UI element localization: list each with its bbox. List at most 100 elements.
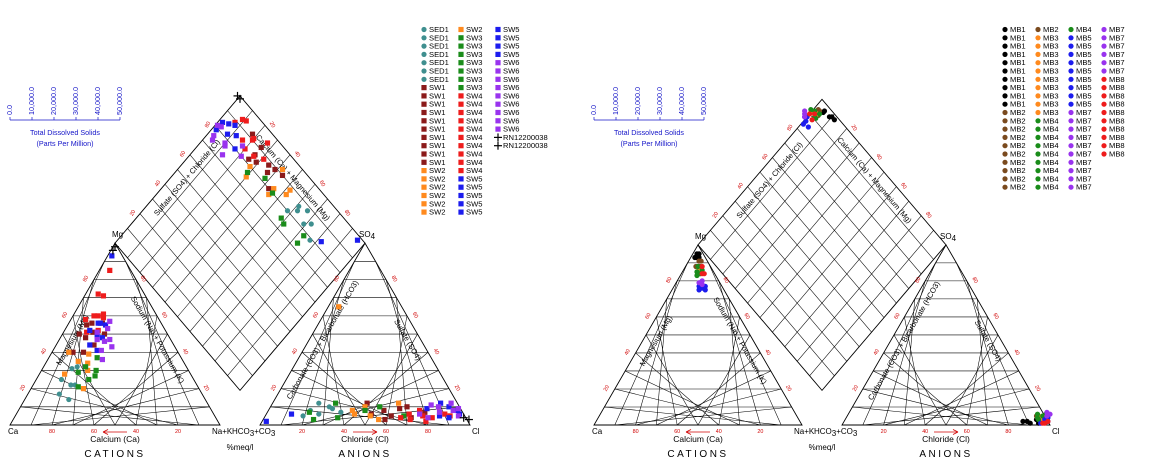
legend-label: MB1 <box>1010 50 1026 59</box>
diamond-point-mb8 <box>811 111 818 117</box>
legend-marker <box>458 192 464 199</box>
diamond-right-tick: 20 <box>268 121 276 129</box>
anion-left-tick: 40 <box>291 348 299 356</box>
legend-item: MB7 <box>1101 25 1125 34</box>
cation-point-sw1 <box>80 349 87 355</box>
legend-marker <box>1068 118 1074 124</box>
legend-item: SW5 <box>495 50 519 59</box>
diamond-point-sw6 <box>222 140 228 146</box>
legend-marker <box>1035 151 1041 157</box>
legend-marker <box>421 118 427 124</box>
legend-item: SW4 <box>458 141 482 150</box>
anion-point-sw4 <box>420 413 426 419</box>
legend-marker <box>1035 143 1041 149</box>
anion-point-sw4 <box>423 418 429 424</box>
diamond-point-sw2 <box>266 191 272 198</box>
cation-top-corner-label: Mg <box>695 232 706 241</box>
legend-marker <box>1068 60 1074 66</box>
legend-label: MB1 <box>1010 67 1026 76</box>
anion-top-text: SO <box>359 230 371 239</box>
legend-label: MB4 <box>1043 166 1059 175</box>
legend-label: SW3 <box>466 42 482 51</box>
legend-marker <box>421 109 427 116</box>
legend-label: RN12200038 <box>503 141 548 150</box>
legend-label: MB3 <box>1043 91 1059 100</box>
cation-point-sw6 <box>109 344 115 350</box>
legend-item: SW1 <box>421 83 445 92</box>
anion-bottom-tick: 40 <box>922 429 928 435</box>
legend-item: SW5 <box>458 208 482 217</box>
legend-item: MB3 <box>1035 83 1059 92</box>
anion-point-sw2 <box>367 413 373 419</box>
cation-point-sw4 <box>95 313 101 319</box>
legend-marker <box>495 76 501 82</box>
legend-label: MB2 <box>1010 133 1026 142</box>
cation-point-sw6 <box>105 326 111 332</box>
legend-label: MB2 <box>1010 150 1026 159</box>
diamond-point-sw5 <box>224 131 231 137</box>
legend-marker <box>1101 43 1107 49</box>
legend-item: MB1 <box>1002 83 1026 92</box>
diamond-point-sw5 <box>318 239 324 245</box>
legend-item: SW6 <box>495 67 519 76</box>
legend-marker <box>1035 168 1041 174</box>
legend-item: SW1 <box>421 108 445 117</box>
legend-label: SW2 <box>429 191 445 200</box>
legend-item: SW2 <box>421 199 445 208</box>
legend-marker <box>1002 76 1008 82</box>
diamond-outline <box>697 98 947 392</box>
legend-marker <box>458 85 464 91</box>
legend-label: SW1 <box>429 100 445 109</box>
legend-label: MB2 <box>1010 125 1026 134</box>
legend-label: MB1 <box>1010 100 1026 109</box>
legend-label: SED1 <box>429 42 449 51</box>
legend-label: MB2 <box>1043 25 1059 34</box>
cation-right-tick: 80 <box>139 275 147 283</box>
legend-item: SW1 <box>421 150 445 159</box>
diamond-point-sw5 <box>232 146 238 152</box>
tds-scale: 0.0 10,000.0 20,000.0 30,000.0 40,000.0 50,00… <box>589 87 708 148</box>
legend-marker <box>1002 43 1008 49</box>
legend-label: MB3 <box>1043 108 1059 117</box>
diamond-point-sw2 <box>287 187 293 193</box>
legend-item: MB4 <box>1035 141 1059 150</box>
anion-bottom-arrow <box>934 429 959 435</box>
anion-point-sed1 <box>338 409 344 415</box>
legend-label: SW3 <box>466 67 482 76</box>
legend-label: MB2 <box>1010 141 1026 150</box>
cation-bottom-tick: 40 <box>133 429 139 435</box>
legend-item: MB1 <box>1002 100 1026 109</box>
anions-title: ANIONS <box>919 449 972 460</box>
legend-marker <box>1068 176 1074 182</box>
legend-marker <box>1002 118 1008 124</box>
arrow-head <box>102 429 109 435</box>
grid-line <box>796 128 922 275</box>
cation-bottom-axis-label: Calcium (Ca) <box>90 434 140 444</box>
grid-line <box>893 334 947 426</box>
legend-item: SED1 <box>421 67 449 76</box>
legend-item: SW5 <box>458 191 482 200</box>
legend-item: SW2 <box>421 166 445 175</box>
legend-marker <box>1002 93 1008 99</box>
diamond-point-sw5 <box>226 121 232 127</box>
legend-item: MB7 <box>1068 183 1092 192</box>
legend-label: SW1 <box>429 91 445 100</box>
legend-item: MB2 <box>1002 108 1026 117</box>
legend-item: MB7 <box>1101 42 1125 51</box>
legend-marker <box>421 35 427 41</box>
legend-item: MB1 <box>1002 25 1026 34</box>
legend-marker <box>1068 134 1074 140</box>
legend-item: MB1 <box>1002 67 1026 76</box>
legend-label: SW1 <box>429 83 445 92</box>
anion-right-axis-label: Sulfate (SO4) <box>973 319 1004 364</box>
anion-point-sw1 <box>388 413 394 419</box>
legend-label: MB2 <box>1010 166 1026 175</box>
legend-label: MB7 <box>1109 42 1125 51</box>
legend-marker <box>1068 85 1074 91</box>
cation-left-corner-label: Ca <box>592 427 603 436</box>
cation-triangle-outline <box>593 243 803 426</box>
cation-bottom-arrow <box>102 429 127 435</box>
legend-item: MB5 <box>1068 75 1092 84</box>
legend-item: MB7 <box>1068 125 1092 134</box>
diamond-right-tick: 80 <box>924 211 932 219</box>
